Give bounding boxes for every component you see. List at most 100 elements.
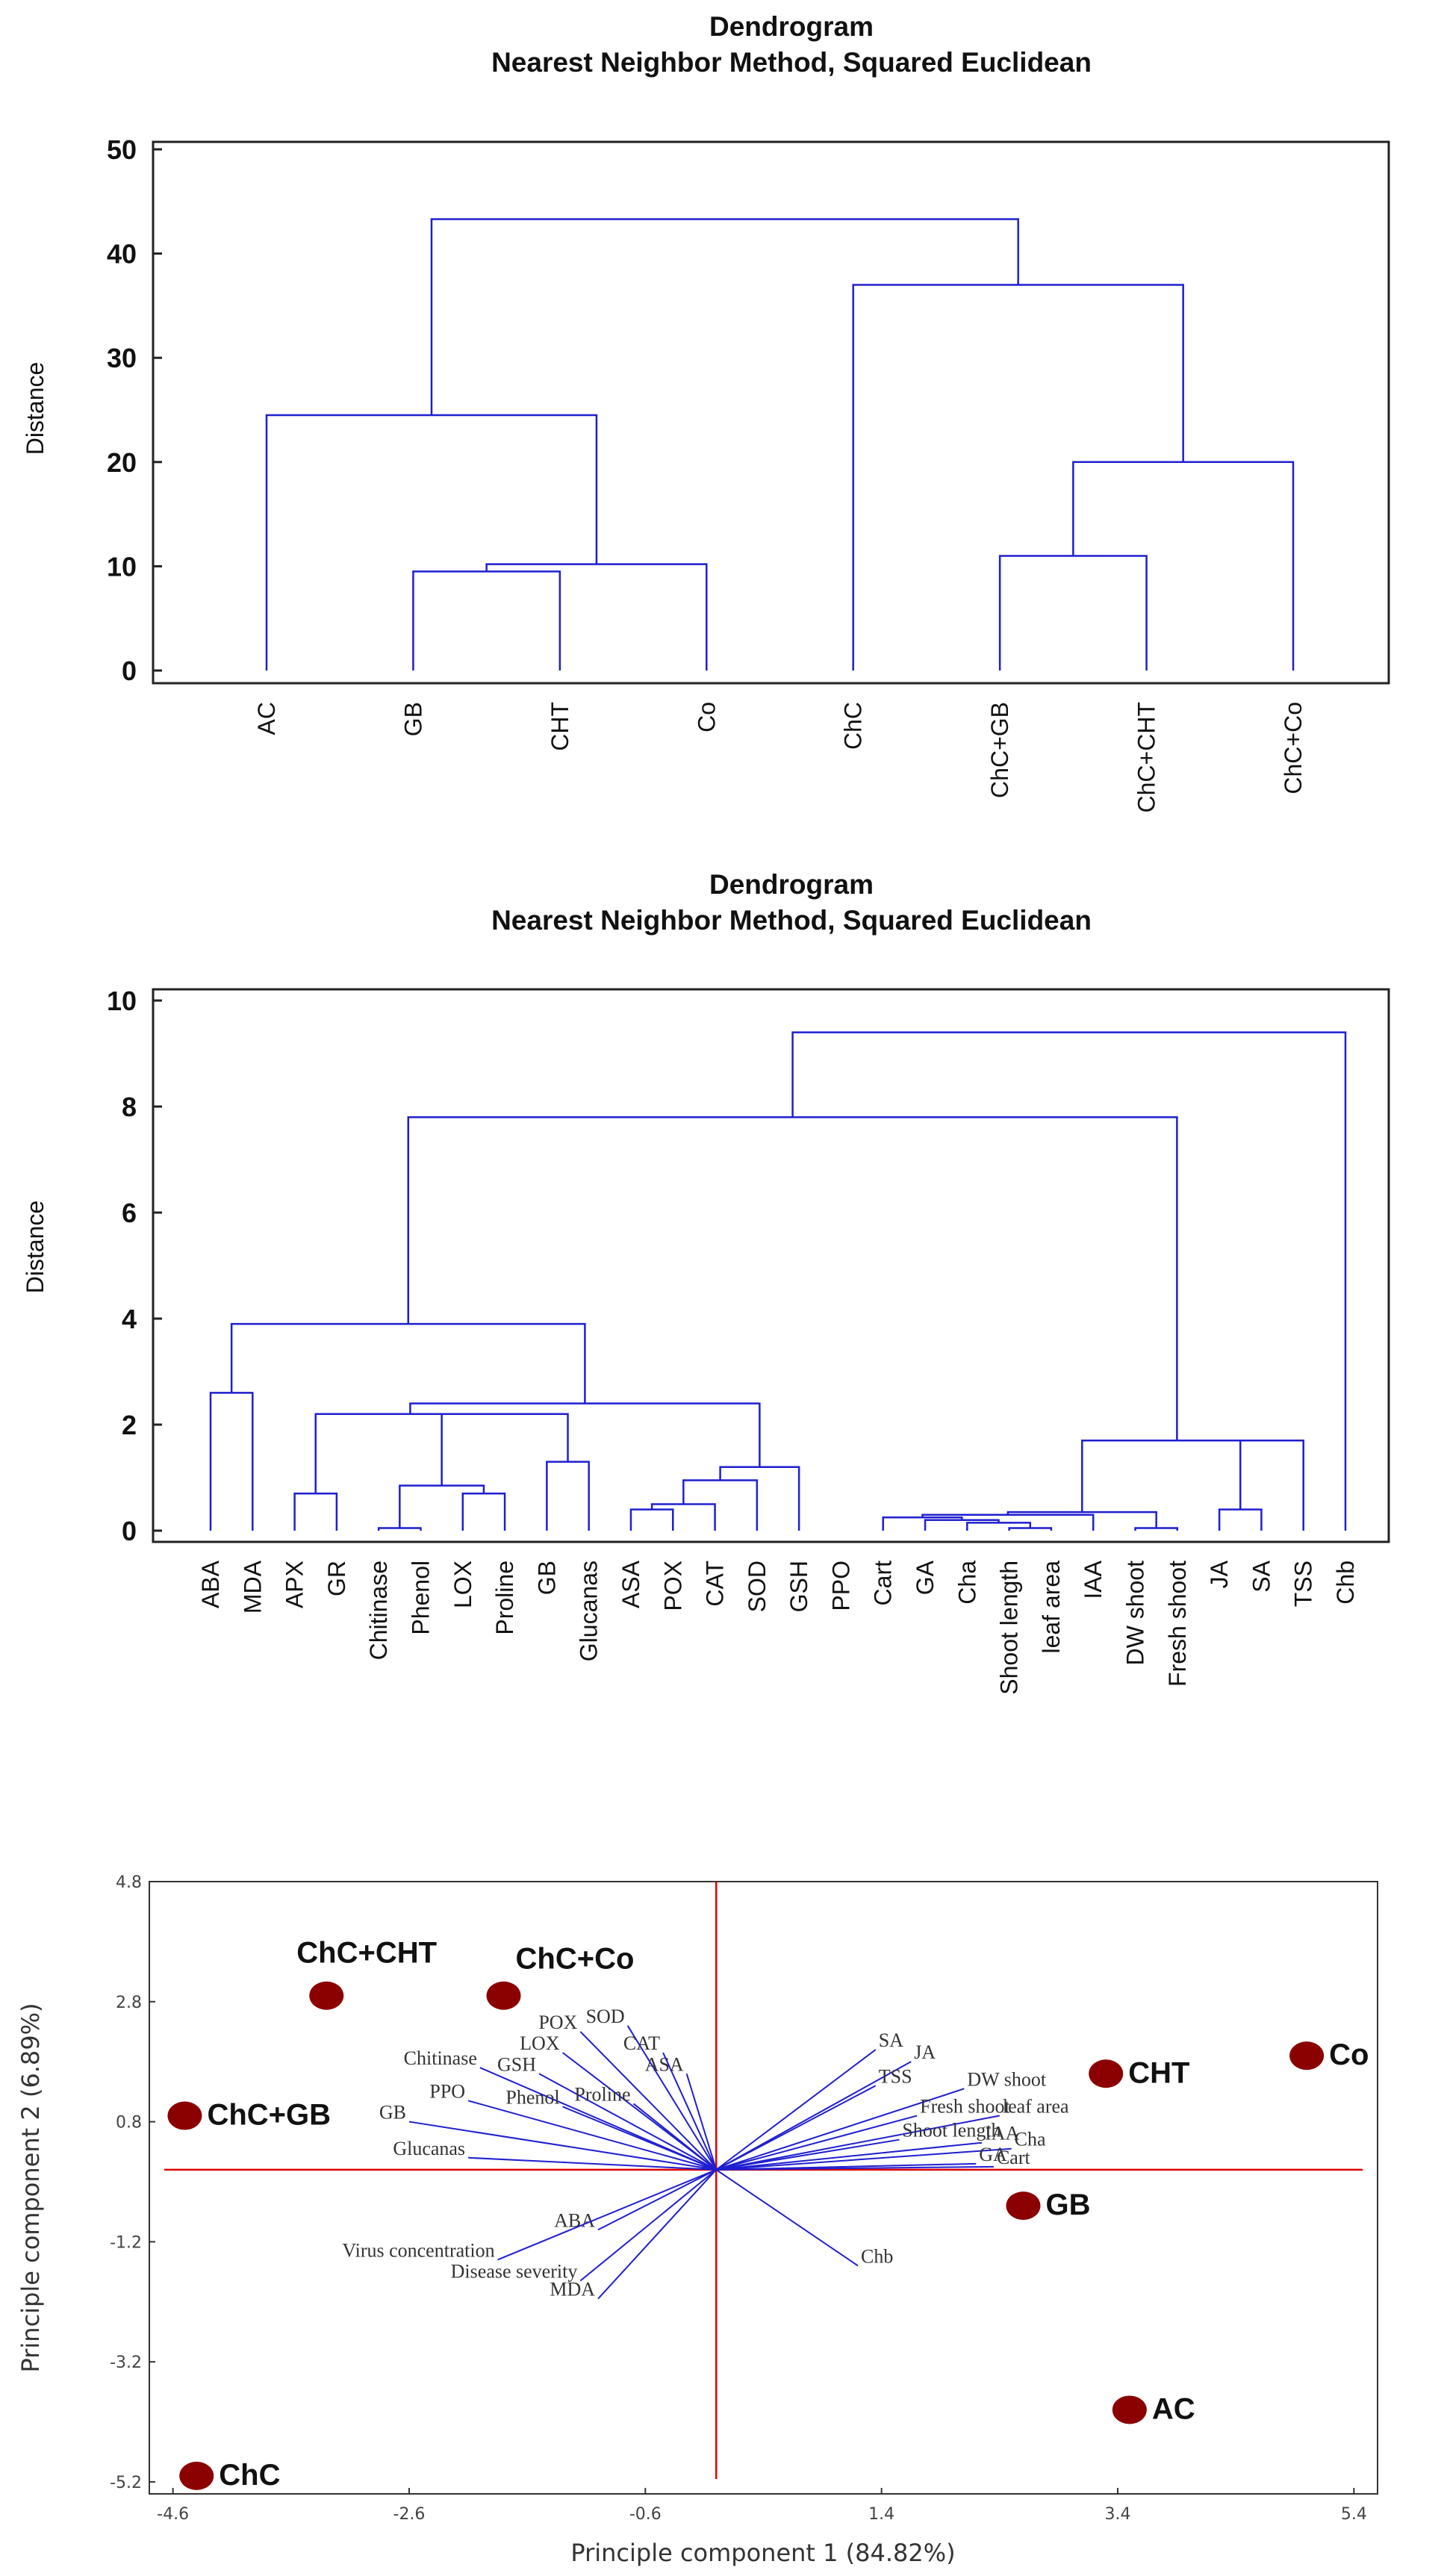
biplot-vector-line bbox=[716, 2141, 983, 2171]
dendrogram-2-leaf-label: Fresh shoot bbox=[1164, 1561, 1191, 1687]
biplot-ytick-label: -1.2 bbox=[110, 2233, 142, 2252]
dendrogram-2-links bbox=[209, 1031, 1347, 1531]
dendrogram-2-title: Dendrogram bbox=[709, 869, 874, 900]
dendrogram-2-link bbox=[314, 1413, 505, 1494]
biplot-vector-label: SOD bbox=[586, 2006, 625, 2027]
biplot-point-label: ChC+Co bbox=[516, 1943, 635, 1976]
biplot-point bbox=[1006, 2191, 1041, 2221]
biplot-vector-label: Shoot length bbox=[902, 2120, 1000, 2141]
biplot-vector-line bbox=[479, 2067, 717, 2171]
pca-biplot-panel: -4.6 -2.6 -0.6 1.4 3.4 5.4 -5.2 -3.2 -1.2 0.8 2.8 4… bbox=[16, 1873, 1378, 2567]
dendrogram-1-leaf-label: GB bbox=[399, 702, 426, 736]
dendrogram-2-leaf-label: GR bbox=[323, 1561, 350, 1596]
dendrogram-2-link bbox=[719, 1466, 800, 1531]
dendrogram-2-leaf-labels: ABA MDA APX GR Chitinase Phenol LOX Proline GB Gl… bbox=[197, 1560, 1359, 1694]
biplot-vector-line bbox=[579, 2031, 717, 2171]
biplot-ytick-label: 0.8 bbox=[116, 2114, 142, 2132]
biplot-xtick-label: -4.6 bbox=[157, 2505, 189, 2524]
biplot-ytick-label: 4.8 bbox=[116, 1873, 142, 1892]
dendrogram-2-leaf-label: ASA bbox=[617, 1560, 644, 1608]
biplot-xlabel: Principle component 1 (84.82%) bbox=[570, 2539, 955, 2567]
dendrogram-2-link bbox=[293, 1493, 338, 1531]
dendrogram-2-leaf-label: JA bbox=[1206, 1560, 1233, 1588]
dendrogram-1-leaf-label: ChC+GB bbox=[986, 702, 1013, 798]
biplot-point-label: AC bbox=[1152, 2392, 1195, 2425]
dendrogram-2-ytick-label: 4 bbox=[122, 1304, 137, 1334]
biplot-vector-label: Virus concentration bbox=[342, 2239, 494, 2261]
biplot-vector-label: SA bbox=[879, 2029, 903, 2051]
dendrogram-1-frame bbox=[152, 140, 1390, 685]
biplot-vector-label: Cha bbox=[1015, 2129, 1046, 2150]
dendrogram-1-leaf-label: ChC+CHT bbox=[1133, 702, 1160, 812]
biplot-vector-label: JA bbox=[914, 2041, 936, 2063]
biplot-vector-line bbox=[408, 2121, 717, 2171]
biplot-xtick-label: 1.4 bbox=[868, 2505, 894, 2524]
biplot-xtick-label: 3.4 bbox=[1105, 2505, 1131, 2524]
biplot-ylabel: Principle component 2 (6.89%) bbox=[16, 2003, 45, 2373]
biplot-vector-line bbox=[597, 2168, 717, 2231]
dendrogram-2-leaf-label: Proline bbox=[491, 1561, 518, 1635]
biplot-vector-label: POX bbox=[538, 2012, 577, 2033]
biplot-vector-label: MDA bbox=[550, 2279, 595, 2300]
dendrogram-2-leaf-label: GB bbox=[533, 1561, 560, 1595]
dendrogram-1-link bbox=[430, 218, 1019, 415]
biplot-vector-label: CAT bbox=[623, 2032, 660, 2054]
biplot-xtick-label: -0.6 bbox=[629, 2505, 662, 2524]
dendrogram-2-leaf-label: PPO bbox=[827, 1561, 854, 1611]
dendrogram-2-leaf-label: Chb bbox=[1332, 1561, 1359, 1605]
biplot-vector-line bbox=[715, 2049, 877, 2171]
dendrogram-2-link bbox=[1134, 1527, 1179, 1531]
biplot-vector-line bbox=[716, 2165, 994, 2171]
biplot-vector-line bbox=[497, 2168, 717, 2261]
biplot-vector-line bbox=[716, 2115, 1000, 2171]
biplot-vector-line bbox=[626, 2025, 718, 2171]
dendrogram-2-frame bbox=[152, 988, 1390, 1543]
biplot-vector-line bbox=[562, 2106, 717, 2171]
biplot-vector-label: LOX bbox=[520, 2032, 560, 2054]
dendrogram-2-link bbox=[924, 1519, 1000, 1531]
dendrogram-2-leaf-label: Chitinase bbox=[365, 1561, 392, 1660]
biplot-point bbox=[1289, 2041, 1325, 2071]
biplot-vector-label: Chb bbox=[861, 2246, 893, 2268]
dendrogram-1-leaf-labels: AC GB CHT Co ChC ChC+GB ChC+CHT ChC+Co bbox=[253, 702, 1307, 812]
dendrogram-2-subtitle: Nearest Neighbor Method, Squared Euclide… bbox=[491, 905, 1092, 936]
dendrogram-2-link bbox=[209, 1392, 254, 1531]
biplot-ytick-label: -3.2 bbox=[110, 2353, 142, 2372]
biplot-vector-line bbox=[716, 2138, 900, 2171]
sample-dendrogram-panel: Dendrogram Nearest Neighbor Method, Squa… bbox=[22, 11, 1390, 812]
biplot-point bbox=[309, 1981, 344, 2010]
biplot-vector-line bbox=[685, 2073, 718, 2171]
biplot-vector-line bbox=[597, 2169, 717, 2300]
dendrogram-2-leaf-label: IAA bbox=[1080, 1560, 1107, 1599]
biplot-vector-line bbox=[715, 2061, 912, 2171]
dendrogram-2-ytick-label: 6 bbox=[122, 1198, 137, 1228]
biplot-point bbox=[179, 2461, 214, 2490]
dendrogram-1-link bbox=[852, 284, 1184, 671]
dendrogram-2-leaf-label: CAT bbox=[702, 1561, 729, 1607]
biplot-point-label: ChC+GB bbox=[207, 2099, 331, 2132]
dendrogram-1-leaf-label: ChC+Co bbox=[1280, 702, 1307, 794]
biplot-vector-line bbox=[715, 2085, 877, 2171]
dendrogram-2-leaf-label: Glucanas bbox=[576, 1561, 603, 1661]
dendrogram-1-leaf-label: Co bbox=[693, 702, 720, 732]
biplot-points: ChC+CHT ChC+Co ChC+GB ChC CHT Co GB AC bbox=[167, 1937, 1369, 2492]
dendrogram-2-ytick-label: 8 bbox=[122, 1092, 137, 1122]
dendrogram-2-leaf-label: POX bbox=[659, 1561, 686, 1611]
dendrogram-1-link bbox=[1072, 461, 1295, 671]
dendrogram-1-ytick-label: 20 bbox=[107, 447, 137, 478]
biplot-vector-label: DW shoot bbox=[967, 2068, 1046, 2090]
dendrogram-2-link bbox=[441, 1413, 569, 1486]
dendrogram-2-ylabel: Distance bbox=[22, 1201, 49, 1294]
dendrogram-1-ylabel: Distance bbox=[22, 362, 49, 455]
dendrogram-1-ytick-label: 10 bbox=[107, 551, 137, 582]
biplot-point bbox=[167, 2101, 202, 2130]
dendrogram-2-link bbox=[409, 1402, 761, 1467]
dendrogram-1-link bbox=[265, 414, 598, 671]
biplot-vector-line bbox=[715, 2169, 859, 2267]
dendrogram-1-link bbox=[998, 555, 1148, 671]
biplot-vector-line bbox=[632, 2103, 717, 2171]
dendrogram-1-leaf-label: ChC bbox=[840, 702, 867, 750]
biplot-ytick-label: -5.2 bbox=[110, 2474, 142, 2492]
dendrogram-2-leaf-label: Shoot length bbox=[996, 1561, 1023, 1695]
